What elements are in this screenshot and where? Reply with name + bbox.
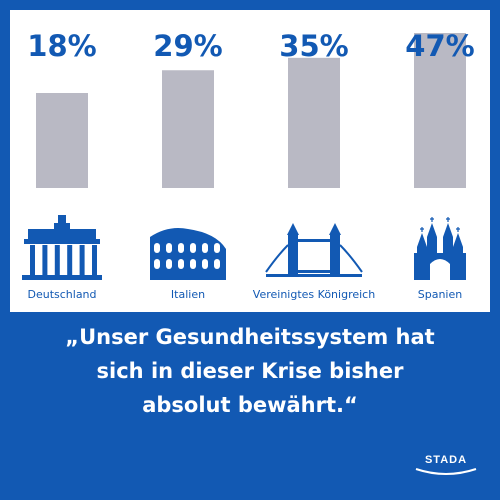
logo-swoosh <box>415 468 477 475</box>
chart-panel: 18% Deutschland 29% Italien 35% Vereinigtes K… <box>10 10 490 312</box>
category-label-4: Spanien <box>418 288 463 301</box>
quote: „Unser Gesundheitssystem hat sich in die… <box>20 320 480 422</box>
bar-chart: 18% Deutschland 29% Italien 35% Vereinigtes K… <box>22 29 475 301</box>
category-label-3: Vereinigtes Königreich <box>253 288 375 301</box>
quote-line-2: sich in dieser Krise bisher <box>96 359 404 383</box>
tower-bridge-icon <box>265 223 363 277</box>
bar-3 <box>288 57 340 188</box>
value-label-3: 35% <box>279 29 348 63</box>
value-label-4: 47% <box>405 29 474 63</box>
category-label-1: Deutschland <box>27 288 96 301</box>
value-label-1: 18% <box>27 29 96 63</box>
value-label-2: 29% <box>153 29 222 63</box>
stada-logo: STADA <box>415 454 477 475</box>
colosseum-icon <box>150 228 226 280</box>
brandenburg-gate-icon <box>22 215 102 280</box>
bar-4 <box>414 33 466 188</box>
quote-line-3: absolut bewährt.“ <box>142 393 358 417</box>
logo-text: STADA <box>425 454 467 466</box>
sagrada-familia-icon <box>414 217 466 280</box>
bar-1 <box>36 93 88 188</box>
bar-2 <box>162 70 214 188</box>
quote-line-1: „Unser Gesundheitssystem hat <box>65 325 435 349</box>
category-label-2: Italien <box>171 288 205 301</box>
